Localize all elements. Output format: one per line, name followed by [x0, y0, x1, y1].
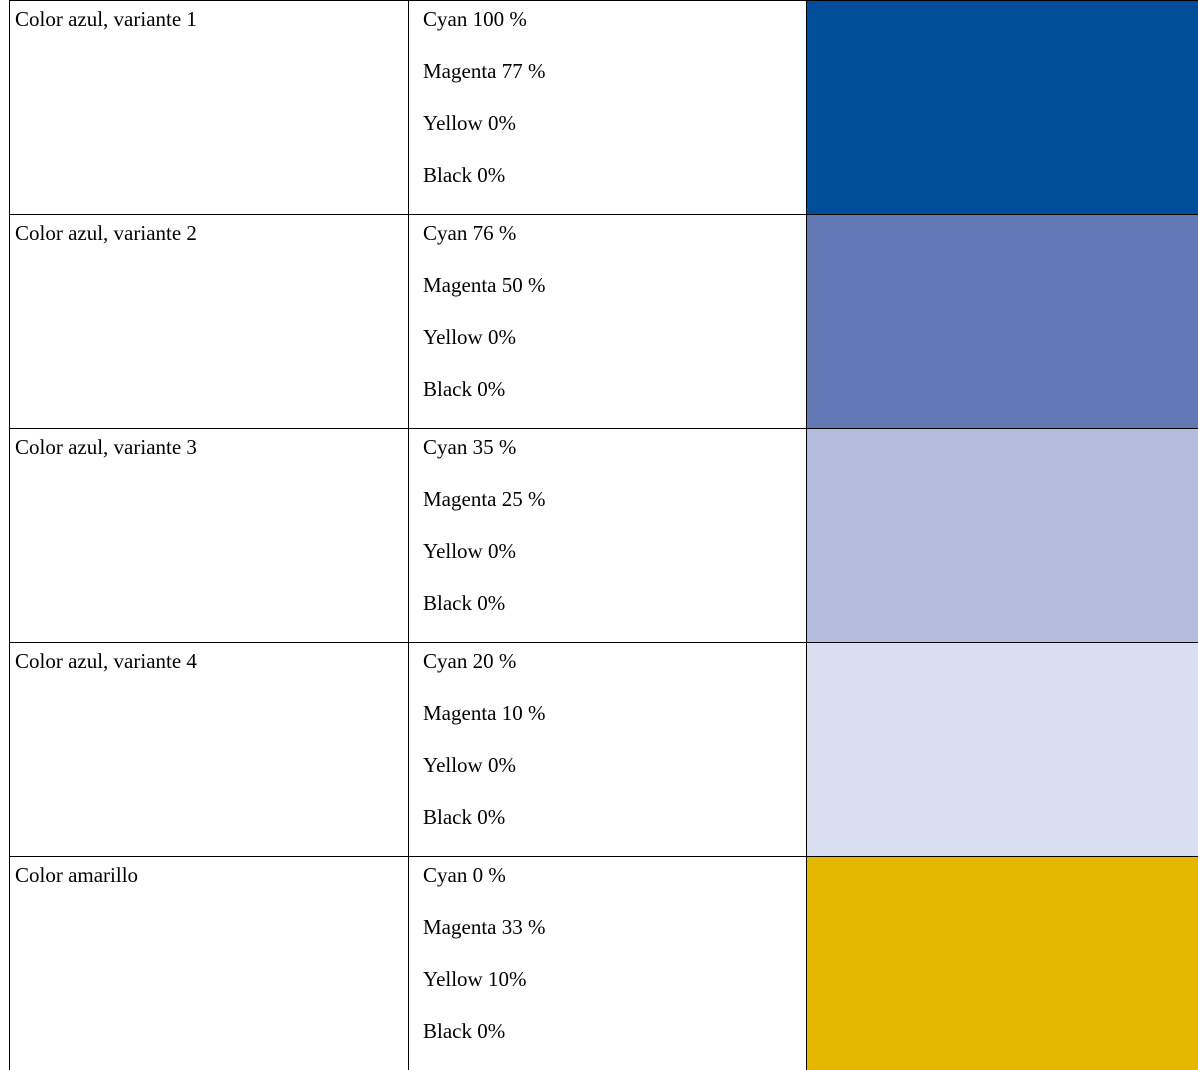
black-value: Black 0%: [423, 162, 806, 214]
cmyk-values: Cyan 76 % Magenta 50 % Yellow 0% Black 0…: [409, 215, 807, 429]
color-table: Color azul, variante 1 Cyan 100 % Magent…: [9, 0, 1198, 1070]
color-name: Color azul, variante 3: [10, 429, 409, 643]
magenta-value: Magenta 77 %: [423, 58, 806, 110]
black-value: Black 0%: [423, 376, 806, 428]
yellow-value: Yellow 0%: [423, 752, 806, 804]
color-swatch: [807, 643, 1198, 857]
magenta-value: Magenta 25 %: [423, 486, 806, 538]
color-swatch: [807, 215, 1198, 429]
color-table-body: Color azul, variante 1 Cyan 100 % Magent…: [10, 1, 1198, 1070]
color-swatch: [807, 857, 1198, 1070]
cyan-value: Cyan 35 %: [423, 434, 806, 486]
cmyk-values: Cyan 100 % Magenta 77 % Yellow 0% Black …: [409, 1, 807, 215]
table-row: Color azul, variante 2 Cyan 76 % Magenta…: [10, 215, 1198, 429]
magenta-value: Magenta 10 %: [423, 700, 806, 752]
yellow-value: Yellow 10%: [423, 966, 806, 1018]
black-value: Black 0%: [423, 804, 806, 856]
magenta-value: Magenta 50 %: [423, 272, 806, 324]
cyan-value: Cyan 20 %: [423, 648, 806, 700]
black-value: Black 0%: [423, 590, 806, 642]
color-name: Color azul, variante 2: [10, 215, 409, 429]
cyan-value: Cyan 0 %: [423, 862, 806, 914]
magenta-value: Magenta 33 %: [423, 914, 806, 966]
color-name: Color amarillo: [10, 857, 409, 1070]
black-value: Black 0%: [423, 1018, 806, 1070]
cyan-value: Cyan 100 %: [423, 6, 806, 58]
cmyk-values: Cyan 0 % Magenta 33 % Yellow 10% Black 0…: [409, 857, 807, 1070]
table-row: Color amarillo Cyan 0 % Magenta 33 % Yel…: [10, 857, 1198, 1070]
table-row: Color azul, variante 1 Cyan 100 % Magent…: [10, 1, 1198, 215]
color-swatch: [807, 1, 1198, 215]
cyan-value: Cyan 76 %: [423, 220, 806, 272]
color-swatch: [807, 429, 1198, 643]
color-name: Color azul, variante 1: [10, 1, 409, 215]
yellow-value: Yellow 0%: [423, 324, 806, 376]
cmyk-values: Cyan 35 % Magenta 25 % Yellow 0% Black 0…: [409, 429, 807, 643]
table-row: Color azul, variante 4 Cyan 20 % Magenta…: [10, 643, 1198, 857]
yellow-value: Yellow 0%: [423, 538, 806, 590]
cmyk-values: Cyan 20 % Magenta 10 % Yellow 0% Black 0…: [409, 643, 807, 857]
yellow-value: Yellow 0%: [423, 110, 806, 162]
table-row: Color azul, variante 3 Cyan 35 % Magenta…: [10, 429, 1198, 643]
color-name: Color azul, variante 4: [10, 643, 409, 857]
